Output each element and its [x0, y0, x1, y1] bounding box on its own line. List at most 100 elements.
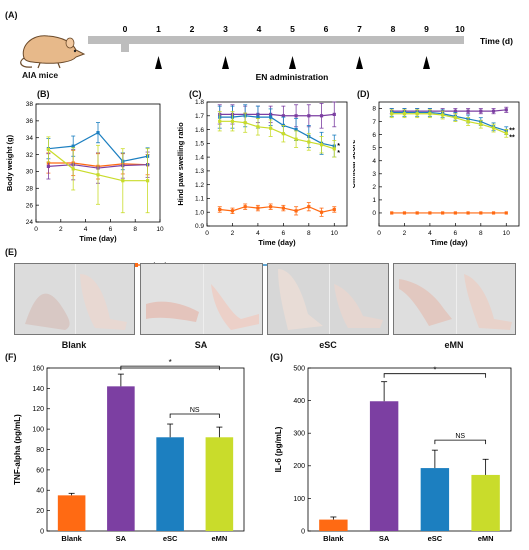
data-point — [466, 109, 470, 113]
y-tick-label: 3 — [372, 171, 376, 178]
data-point — [218, 207, 222, 212]
bar-esc — [156, 437, 184, 531]
x-tick-label: 4 — [84, 226, 88, 233]
data-point — [390, 112, 394, 116]
bar-emn — [471, 474, 500, 531]
data-point — [466, 119, 470, 124]
timeline-tick-label: 7 — [357, 24, 362, 34]
panel-b-label: (B) — [37, 89, 50, 99]
x-tick-label: 2 — [59, 226, 63, 233]
timeline-tick-label: 6 — [324, 24, 329, 34]
chart-il6: 0 100 200 300 400 500 IL-6 (pg/mL) Blank SA eSC eM… — [274, 365, 512, 543]
x-tick-label: 4 — [256, 230, 260, 237]
x-tick-label: 8 — [133, 226, 137, 233]
data-point — [453, 109, 457, 113]
administration-arrow — [356, 56, 363, 69]
data-point — [307, 114, 311, 118]
data-point — [230, 209, 235, 213]
data-point — [281, 132, 285, 136]
y-axis-title: Hind paw swelling ratio — [176, 122, 185, 206]
timeline-tick-label: 8 — [391, 24, 396, 34]
data-point — [96, 131, 100, 135]
data-point — [504, 108, 508, 112]
photo-esc — [267, 263, 389, 335]
y-tick-label: 6 — [372, 132, 376, 139]
chart-tnf-alpha: 0 20 40 60 80 100 120 140 160 TNF-alpha (pg/mL) Bl… — [13, 358, 245, 543]
significance-bracket — [434, 439, 487, 445]
significance-label: NS — [190, 407, 200, 414]
y-tick-label: 400 — [293, 398, 305, 405]
legend-marker — [134, 263, 138, 267]
significance-bracket — [120, 365, 220, 371]
y-tick-label: 38 — [26, 101, 34, 108]
photo-emn — [393, 263, 516, 335]
series-line-emn — [219, 120, 335, 150]
data-point — [453, 116, 457, 120]
data-point — [294, 127, 298, 132]
panel-e-label: (E) — [5, 247, 17, 257]
y-tick-label: 34 — [26, 135, 34, 142]
mouse-illustration — [20, 35, 86, 69]
bar-blank — [319, 519, 348, 531]
plot-frame — [206, 101, 348, 227]
x-tick-label: 4 — [428, 230, 432, 237]
plot-frame — [35, 103, 161, 223]
bar-blank — [57, 495, 86, 531]
data-point — [504, 131, 508, 135]
timeline-tick-label: 1 — [156, 24, 161, 34]
data-point — [504, 211, 508, 215]
data-point — [402, 112, 407, 116]
timeline-tick-label: 9 — [424, 24, 429, 34]
data-point — [466, 211, 470, 215]
panel-f-label: (F) — [5, 352, 17, 362]
photo-caption-sa: SA — [194, 340, 208, 350]
data-point — [491, 109, 496, 113]
y-axis-title: Body weight (g) — [5, 134, 14, 191]
y-tick-label: 60 — [36, 467, 44, 474]
panel-g-label: (G) — [270, 352, 283, 362]
series-line-sa — [391, 109, 507, 112]
x-axis-title: Time (day) — [79, 234, 117, 243]
y-tick-label: 26 — [26, 202, 34, 209]
y-tick-label: 1.0 — [195, 209, 204, 216]
timeline-tick-label: 0 — [123, 24, 128, 34]
data-point — [294, 137, 298, 141]
data-point — [146, 179, 150, 183]
series-line-sa — [219, 113, 335, 117]
x-tick-label: 8 — [307, 230, 311, 237]
data-point — [96, 173, 100, 177]
y-tick-label: 28 — [26, 185, 34, 192]
significance-label: * — [169, 358, 172, 367]
y-tick-label: 300 — [293, 431, 305, 438]
data-point — [319, 143, 324, 147]
y-tick-label: 120 — [32, 406, 44, 413]
y-tick-label: 0 — [301, 528, 305, 535]
y-tick-label: 0.9 — [195, 223, 204, 230]
data-point — [281, 206, 285, 210]
y-tick-label: 1.5 — [195, 141, 204, 148]
data-point — [46, 147, 50, 152]
x-tick-label: 2 — [403, 230, 407, 237]
y-tick-label: 80 — [36, 447, 44, 454]
timeline-tick-label: 4 — [257, 24, 262, 34]
bar-esc — [420, 468, 450, 531]
timeline-tick-label: 2 — [190, 24, 195, 34]
data-point — [332, 112, 336, 116]
data-point — [294, 209, 298, 213]
chart-clinical-score: 0 2 4 6 8 10 0 1 2 3 4 5 6 7 8 Time (day) Clinical score… — [353, 101, 520, 247]
bar-sa — [107, 386, 135, 531]
y-tick-label: 100 — [32, 427, 44, 434]
x-tick-label: 2 — [231, 230, 235, 237]
category-label-blank: Blank — [323, 534, 344, 543]
significance-mark: ** — [509, 128, 515, 135]
category-label-emn: eMN — [478, 534, 494, 543]
photo-caption-blank: Blank — [61, 340, 87, 350]
y-tick-label: 0 — [40, 528, 44, 535]
data-point — [479, 109, 483, 113]
data-point — [46, 164, 50, 168]
x-tick-label: 8 — [479, 230, 483, 237]
data-point — [307, 140, 311, 144]
data-point — [415, 112, 419, 116]
photo-caption-esc: eSC — [319, 340, 337, 350]
timeline-tick-label: 5 — [290, 24, 295, 34]
